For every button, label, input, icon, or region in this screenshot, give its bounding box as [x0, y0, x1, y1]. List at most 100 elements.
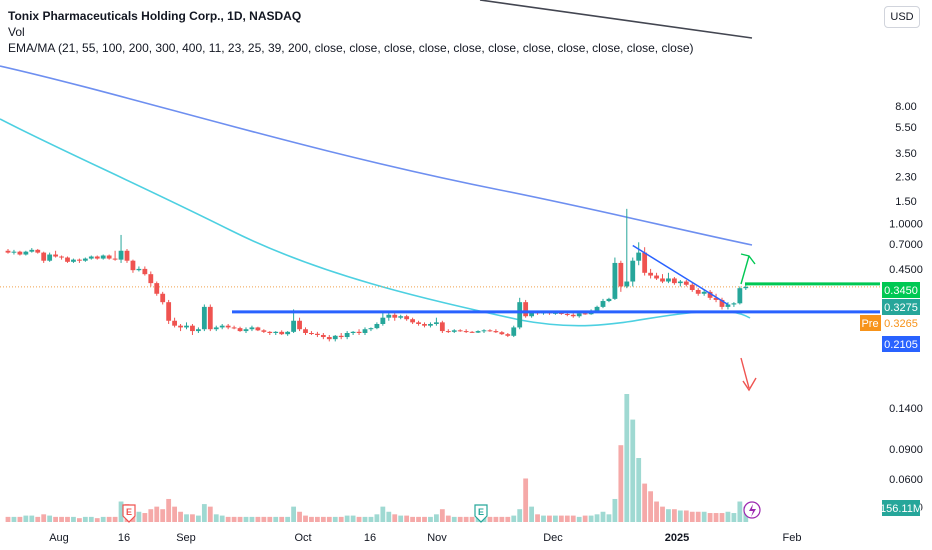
volume-bar [493, 516, 499, 522]
volume-bar [332, 516, 338, 522]
candle-body [368, 328, 374, 330]
candle-body [41, 252, 47, 261]
volume-bar [213, 514, 219, 522]
candle-body [434, 322, 439, 324]
volume-bar [172, 506, 177, 522]
y-tick-label: 1.0000 [889, 219, 923, 231]
candle-body [82, 258, 88, 261]
y-tick-label: 0.4500 [889, 264, 923, 276]
volume-bar [588, 515, 594, 522]
candle-body [225, 325, 231, 328]
candle-body [618, 262, 624, 287]
candle-body [404, 316, 410, 320]
currency-button[interactable]: USD [884, 6, 920, 28]
volume-bar [106, 516, 112, 522]
volume-bar [297, 511, 302, 522]
resistance-price-tag-bg [882, 282, 920, 298]
volume-bar [636, 458, 642, 522]
candle-body [94, 256, 100, 259]
volume-bar [529, 506, 534, 522]
candle-body [737, 288, 743, 304]
candle-body [100, 255, 106, 259]
volume-bar [654, 501, 659, 522]
candle-body [422, 323, 427, 326]
candle-body [142, 268, 148, 275]
candle-body [529, 312, 534, 317]
volume-bar [392, 514, 398, 522]
volume-bar [17, 516, 23, 522]
x-tick-label: Aug [49, 532, 69, 544]
candle-body [469, 331, 475, 333]
volume-bar [386, 511, 392, 522]
ema-line-teal [0, 118, 751, 327]
candle-body [237, 328, 243, 332]
volume-bar [660, 506, 665, 522]
support-price-tag: 0.2105 [884, 339, 918, 351]
pre-price-tag-bg [882, 315, 920, 331]
volume-bar [136, 511, 142, 522]
volume-bar [725, 511, 731, 522]
volume-bar [11, 516, 17, 522]
candle-body [315, 333, 320, 335]
y-tick-label: 5.50 [895, 122, 916, 134]
volume-bar [219, 515, 225, 522]
volume-bar [309, 516, 314, 522]
candle-body [428, 323, 433, 326]
candle-body [35, 249, 41, 253]
x-tick-label: Nov [427, 532, 447, 544]
x-tick-label: 16 [118, 532, 130, 544]
volume-bar [303, 515, 308, 522]
candle-body [570, 314, 576, 317]
y-tick-label: 3.50 [895, 148, 916, 160]
volume-bar [249, 516, 255, 522]
volume-bar [624, 394, 630, 522]
volume-bar [576, 516, 582, 522]
candle-body [166, 302, 172, 321]
x-tick-label: Sep [176, 532, 196, 544]
volume-bar [53, 516, 58, 522]
downtrend-line [632, 244, 729, 306]
volume-bar [196, 515, 201, 522]
y-tick-label: 0.1400 [889, 403, 923, 415]
drawn-lines [232, 244, 880, 392]
time-axis: Aug 16 Sep Oct 16 Nov Dec 2025 Feb [49, 532, 801, 544]
volume-bar [225, 516, 231, 522]
candle-body [285, 331, 291, 335]
candle-body [243, 329, 249, 332]
volume-indicator-label: Vol [8, 25, 25, 39]
volume-bar [564, 515, 570, 522]
candle-body [273, 331, 279, 333]
candle-body [743, 286, 749, 289]
candle-body [279, 331, 285, 335]
candle-body [499, 332, 505, 335]
candle-body [267, 331, 273, 333]
volume-bar [201, 504, 207, 522]
candle-body [88, 256, 94, 259]
volume-bar [505, 516, 511, 522]
candle-body [172, 320, 177, 326]
volume-bar [326, 516, 332, 522]
volume-bar [166, 498, 172, 522]
candle-body [118, 250, 124, 260]
volume-bar [600, 511, 606, 522]
volume-bar [469, 516, 475, 522]
candle-body [594, 306, 600, 311]
candle-body [683, 281, 689, 285]
volume-bars [5, 394, 749, 522]
candle-body [463, 331, 469, 333]
volume-bar [606, 514, 612, 522]
candle-body [297, 320, 302, 330]
volume-bar [368, 516, 374, 522]
candle-body [398, 316, 404, 318]
candle-body [630, 260, 636, 282]
candle-body [124, 250, 130, 261]
volume-bar [255, 516, 261, 522]
candle-body [362, 329, 368, 333]
candle-body [255, 327, 261, 331]
volume-bar [457, 516, 463, 522]
candle-body [326, 337, 332, 340]
volume-bar [243, 516, 249, 522]
candle-body [517, 302, 523, 328]
